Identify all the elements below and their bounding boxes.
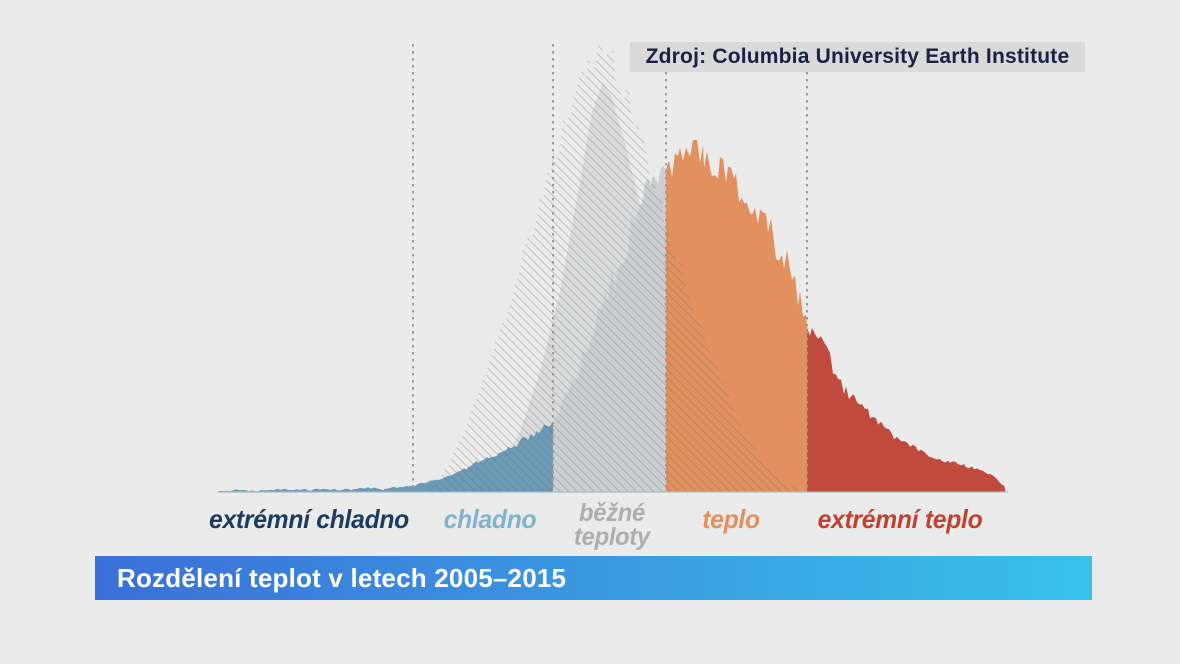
source-attribution-text: Zdroj: Columbia University Earth Institu… (645, 45, 1070, 68)
zone-label-extreme-warm: extrémní teplo (817, 504, 983, 534)
zone-label-cold: chladno (443, 504, 537, 534)
zone-label-extreme-cold: extrémní chladno (209, 504, 409, 534)
zone-label-normal: běžné teploty (574, 499, 650, 551)
lower-third-title-bar: Rozdělení teplot v letech 2005–2015 (95, 556, 1092, 600)
zone-label-warm: teplo (702, 504, 760, 534)
source-attribution-box: Zdroj: Columbia University Earth Institu… (630, 42, 1085, 72)
chart-title: Rozdělení teplot v letech 2005–2015 (117, 562, 567, 593)
